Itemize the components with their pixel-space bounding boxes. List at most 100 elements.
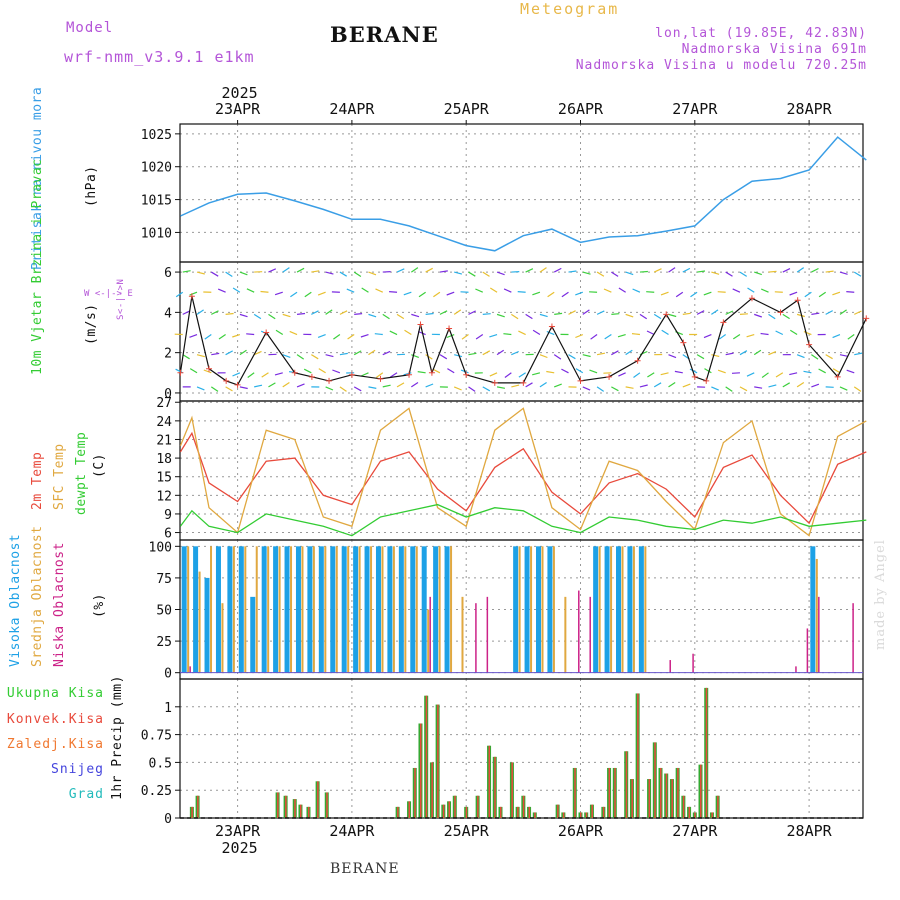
wind-arrow	[368, 271, 377, 276]
wind-arrow	[853, 386, 862, 392]
pressure-ytick-label: 1020	[141, 161, 172, 176]
wind-arrow	[596, 271, 605, 277]
cloud-high-bar	[330, 546, 336, 673]
pressure-frame	[179, 123, 864, 263]
wind-arrow	[296, 354, 305, 360]
cloud-mid-bar	[301, 546, 304, 673]
cloud-low-bar	[818, 596, 820, 673]
precip-convective-bar	[191, 806, 193, 818]
precip-convective-bar	[711, 812, 713, 818]
cloud-high-bar	[215, 546, 221, 673]
wind-gust-marker	[748, 295, 755, 302]
wind-arrow	[225, 271, 233, 278]
cloud-mid-bar	[187, 546, 190, 673]
precip-convective-bar	[694, 812, 696, 818]
wind-arrow	[711, 271, 720, 275]
bottom-day-label: 28APR	[787, 822, 833, 840]
wind-arrow	[439, 310, 448, 315]
wind-arrow	[668, 313, 677, 318]
lonlat-label: lon,lat (19.85E, 42.83N)	[655, 26, 867, 41]
precip-convective-bar	[654, 742, 656, 818]
wind-gust-marker	[680, 339, 687, 346]
wind-arrow	[182, 310, 191, 315]
precip-convective-bar	[454, 795, 456, 818]
wind-arrow	[246, 288, 255, 293]
wind-arrow	[253, 350, 262, 356]
wind-gust-marker	[703, 377, 710, 384]
cloud-high-bar	[204, 577, 210, 673]
wind-arrow	[804, 291, 812, 298]
wind-arrow	[317, 333, 326, 338]
precip-convective-bar	[499, 806, 502, 818]
cloud-mid-bar	[198, 571, 201, 673]
wind-arrow	[496, 313, 505, 318]
wind-arrow	[325, 271, 334, 275]
wind-arrow	[782, 313, 790, 320]
wind-arrow	[339, 310, 348, 315]
precip-convective-bar	[671, 779, 673, 818]
pressure-ytick-label: 1010	[141, 226, 172, 241]
cloud-mid-bar	[347, 546, 350, 673]
wind-arrow	[374, 333, 383, 336]
wind-arrow	[274, 291, 283, 296]
cloud-low-bar	[486, 596, 489, 673]
wind-arrow	[625, 271, 634, 276]
wind-arrow	[347, 334, 355, 340]
wind-arrow	[260, 290, 269, 293]
cloud-high-bar	[410, 546, 416, 673]
wind-arrow	[747, 287, 755, 293]
wind-arrow	[689, 368, 698, 374]
wind-arrow	[217, 288, 226, 293]
pressure-ytick-label: 1025	[141, 128, 172, 143]
wind-arrow	[239, 386, 248, 390]
wind-arrow	[811, 354, 819, 360]
wind-arrow	[753, 349, 762, 356]
temp-2m-line	[179, 431, 867, 525]
top-day-label: 28APR	[787, 100, 833, 118]
wind-arrow	[660, 291, 669, 296]
temperature-ytick-label: 27	[156, 396, 172, 411]
wind-arrow	[717, 291, 726, 293]
wind-arrow	[482, 386, 491, 392]
wind-arrow	[760, 332, 769, 336]
precip-convective-bar	[705, 687, 708, 818]
wind-arrow	[604, 334, 612, 340]
wind-arrow	[674, 370, 683, 374]
wind-arrow	[760, 288, 769, 293]
model-version: wrf-nmm_v3.9.1 e1km	[64, 48, 255, 66]
wind-compass: W <-|-> E	[84, 289, 133, 299]
wind-arrow	[403, 372, 412, 376]
wind-arrow	[417, 330, 426, 336]
wind-arrow	[418, 291, 426, 298]
wind-arrow	[832, 333, 841, 339]
wind-arrow	[675, 291, 684, 298]
precip-convective-bar	[437, 704, 439, 818]
wind-arrow	[411, 354, 420, 358]
cloud-mid-bar	[278, 546, 281, 673]
wind-arrow	[568, 310, 576, 315]
cloud-mid-bar	[244, 546, 247, 673]
wind-arrow	[611, 313, 620, 315]
wind-gust-marker	[663, 311, 670, 318]
wind-gust-marker	[428, 369, 435, 376]
precip-convective-bar	[317, 781, 319, 818]
wind-gust-marker	[634, 357, 641, 364]
wind-arrow	[432, 368, 441, 374]
wind-arrow	[725, 310, 734, 315]
wind-arrow	[547, 291, 555, 298]
wind-arrow	[668, 381, 676, 388]
wind-arrow	[725, 352, 734, 356]
wind-arrow	[532, 372, 541, 376]
chart-title: Meteogram	[520, 0, 620, 18]
cloud-mid-bar	[392, 546, 395, 673]
wind-arrow	[175, 368, 184, 374]
cloud-low-bar	[475, 603, 477, 673]
cloud-high-bar	[295, 546, 301, 673]
wind-arrow	[696, 310, 705, 315]
wind-arrow	[611, 350, 619, 356]
precip-convective-bar	[517, 806, 519, 818]
wind-arrow	[239, 271, 248, 276]
wind-arrow	[268, 268, 277, 273]
wind-arrow	[811, 383, 820, 388]
precip-convective-bar	[511, 762, 513, 818]
